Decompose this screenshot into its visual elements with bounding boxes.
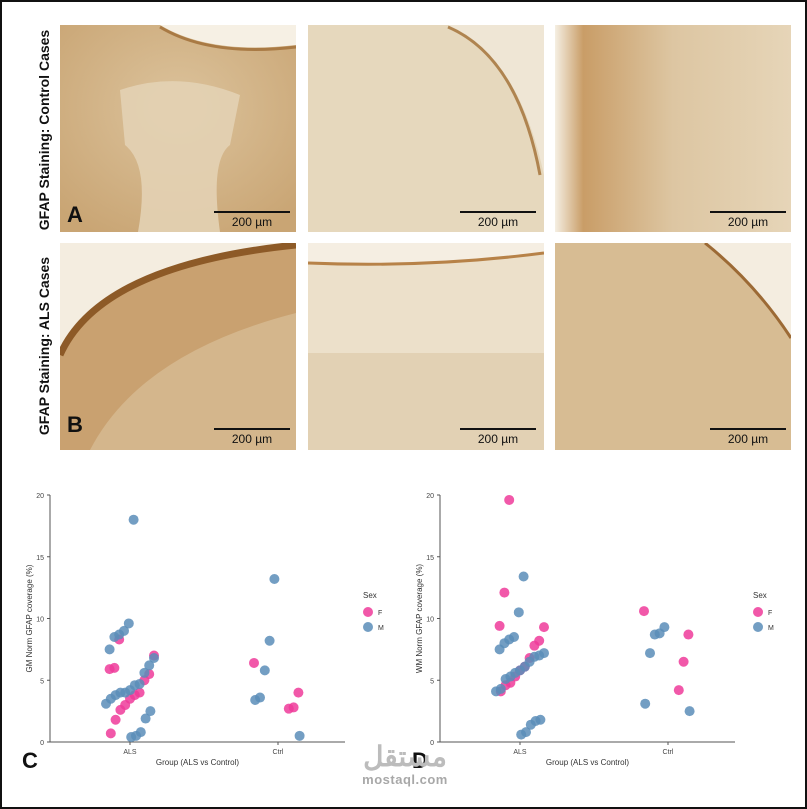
wm-point-f	[673, 685, 684, 696]
gm-legend-swatch-m	[363, 622, 373, 632]
watermark-logo: مستقل mostaql.com	[350, 741, 460, 788]
wm-point-m	[513, 607, 524, 618]
micrograph-als-3	[555, 243, 791, 450]
gm-legend-swatch-f	[363, 607, 373, 617]
panel-letter-d: D	[412, 748, 428, 773]
wm-legend-title: Sex	[753, 591, 767, 600]
micrograph-control-3	[555, 25, 791, 232]
gm-point-m	[264, 635, 275, 646]
gm-y-tick-label: 10	[36, 617, 44, 624]
scatter-gm-svg: 0 5 10 15 20 ALS Ctrl Group (ALS vs Control) GM …	[25, 493, 384, 767]
gm-point-f	[283, 703, 294, 714]
wm-point-f	[504, 494, 515, 505]
watermark-arabic: مستقل	[363, 741, 447, 772]
gm-y-tick-label: 15	[36, 555, 44, 562]
gm-point-m	[269, 573, 280, 584]
gm-point-m	[140, 713, 151, 724]
gm-x-axis-label: Group (ALS vs Control)	[156, 758, 239, 767]
wm-point-m	[649, 629, 660, 640]
wm-x-tick-label: Ctrl	[663, 749, 674, 756]
wm-point-f	[529, 640, 540, 651]
gm-point-m	[144, 660, 155, 671]
wm-x-axis-label: Group (ALS vs Control)	[546, 758, 629, 767]
gm-x-tick-label: Ctrl	[273, 749, 284, 756]
gm-point-m	[104, 644, 115, 655]
scale-bar-a1: 200 µm	[212, 211, 292, 229]
gm-legend-label-f: F	[378, 610, 382, 617]
gm-point-m	[101, 698, 111, 709]
wm-point-f	[678, 656, 689, 667]
wm-point-m	[518, 571, 529, 582]
gm-y-tick-label: 5	[40, 678, 44, 685]
gm-y-tick-label: 0	[40, 740, 44, 747]
wm-x-tick-label: ALS	[513, 749, 527, 756]
wm-point-m	[500, 674, 511, 685]
gm-point-m	[250, 695, 261, 706]
gm-legend-title: Sex	[363, 591, 377, 600]
micrograph-als-1	[60, 243, 296, 450]
wm-point-m	[491, 686, 501, 697]
gm-point-m	[139, 667, 150, 678]
panel-letter-b: B	[67, 412, 83, 437]
wm-point-f	[639, 606, 649, 617]
scatter-plot-gm: 0 5 10 15 20 ALS Ctrl Group (ALS vs Control) GM …	[20, 480, 410, 770]
gm-point-m	[128, 514, 139, 525]
wm-legend-label-f: F	[768, 610, 772, 617]
wm-legend-swatch-m	[753, 622, 763, 632]
wm-y-tick-label: 20	[426, 493, 434, 500]
gm-x-tick-label: ALS	[123, 749, 137, 756]
gm-point-m	[123, 618, 134, 629]
wm-point-m	[525, 719, 536, 730]
wm-point-f	[683, 629, 694, 640]
wm-point-m	[640, 698, 651, 709]
scale-bar-a3: 200 µm	[708, 211, 788, 229]
gm-y-tick-label: 20	[36, 493, 44, 500]
wm-legend-swatch-f	[753, 607, 763, 617]
micrograph-control-2	[308, 25, 544, 232]
wm-point-m	[645, 648, 655, 659]
gm-point-f	[110, 714, 121, 725]
wm-point-f	[499, 587, 510, 598]
wm-y-tick-label: 5	[430, 678, 434, 685]
gm-point-f	[115, 704, 126, 715]
watermark-latin: mostaql.com	[362, 772, 448, 787]
gm-point-f	[249, 657, 259, 668]
panel-letter-a: A	[67, 202, 83, 227]
wm-point-m	[516, 729, 527, 740]
wm-point-m	[494, 644, 505, 655]
scale-bar-b3: 200 µm	[708, 428, 788, 446]
gm-point-m	[149, 653, 159, 664]
row-b-label: GFAP Staining: ALS Cases	[36, 256, 52, 436]
gm-legend-label-m: M	[378, 625, 384, 632]
micrograph-als-2	[308, 243, 544, 450]
gm-point-m	[259, 665, 270, 676]
wm-y-tick-label: 0	[430, 740, 434, 747]
scatter-wm-svg: 0 5 10 15 20 ALS Ctrl Group (ALS vs Control) WM …	[415, 493, 774, 767]
scale-bar-b2: 200 µm	[458, 428, 538, 446]
gm-y-axis-label: GM Norm GFAP coverage (%)	[25, 564, 34, 672]
gm-point-f	[105, 728, 116, 739]
gm-point-f	[293, 687, 304, 698]
gm-point-m	[145, 706, 156, 717]
wm-y-tick-label: 10	[426, 617, 434, 624]
wm-y-tick-label: 15	[426, 555, 434, 562]
scale-bar-a2: 200 µm	[458, 211, 538, 229]
wm-point-m	[684, 706, 695, 717]
wm-y-axis-label: WM Norm GFAP coverage (%)	[415, 564, 424, 674]
wm-point-f	[494, 620, 505, 631]
wm-point-f	[539, 622, 549, 633]
row-a-label: GFAP Staining: Control Cases	[36, 29, 52, 231]
scale-bar-b1: 200 µm	[212, 428, 292, 446]
gm-point-m	[126, 732, 137, 743]
gm-point-m	[294, 730, 305, 741]
wm-legend-label-m: M	[768, 625, 774, 632]
scatter-plot-wm: 0 5 10 15 20 ALS Ctrl Group (ALS vs Control) WM …	[410, 480, 800, 770]
gm-point-m	[109, 632, 120, 643]
gm-point-f	[104, 664, 115, 675]
panel-letter-c: C	[22, 748, 38, 773]
micrograph-control-1	[60, 25, 296, 232]
